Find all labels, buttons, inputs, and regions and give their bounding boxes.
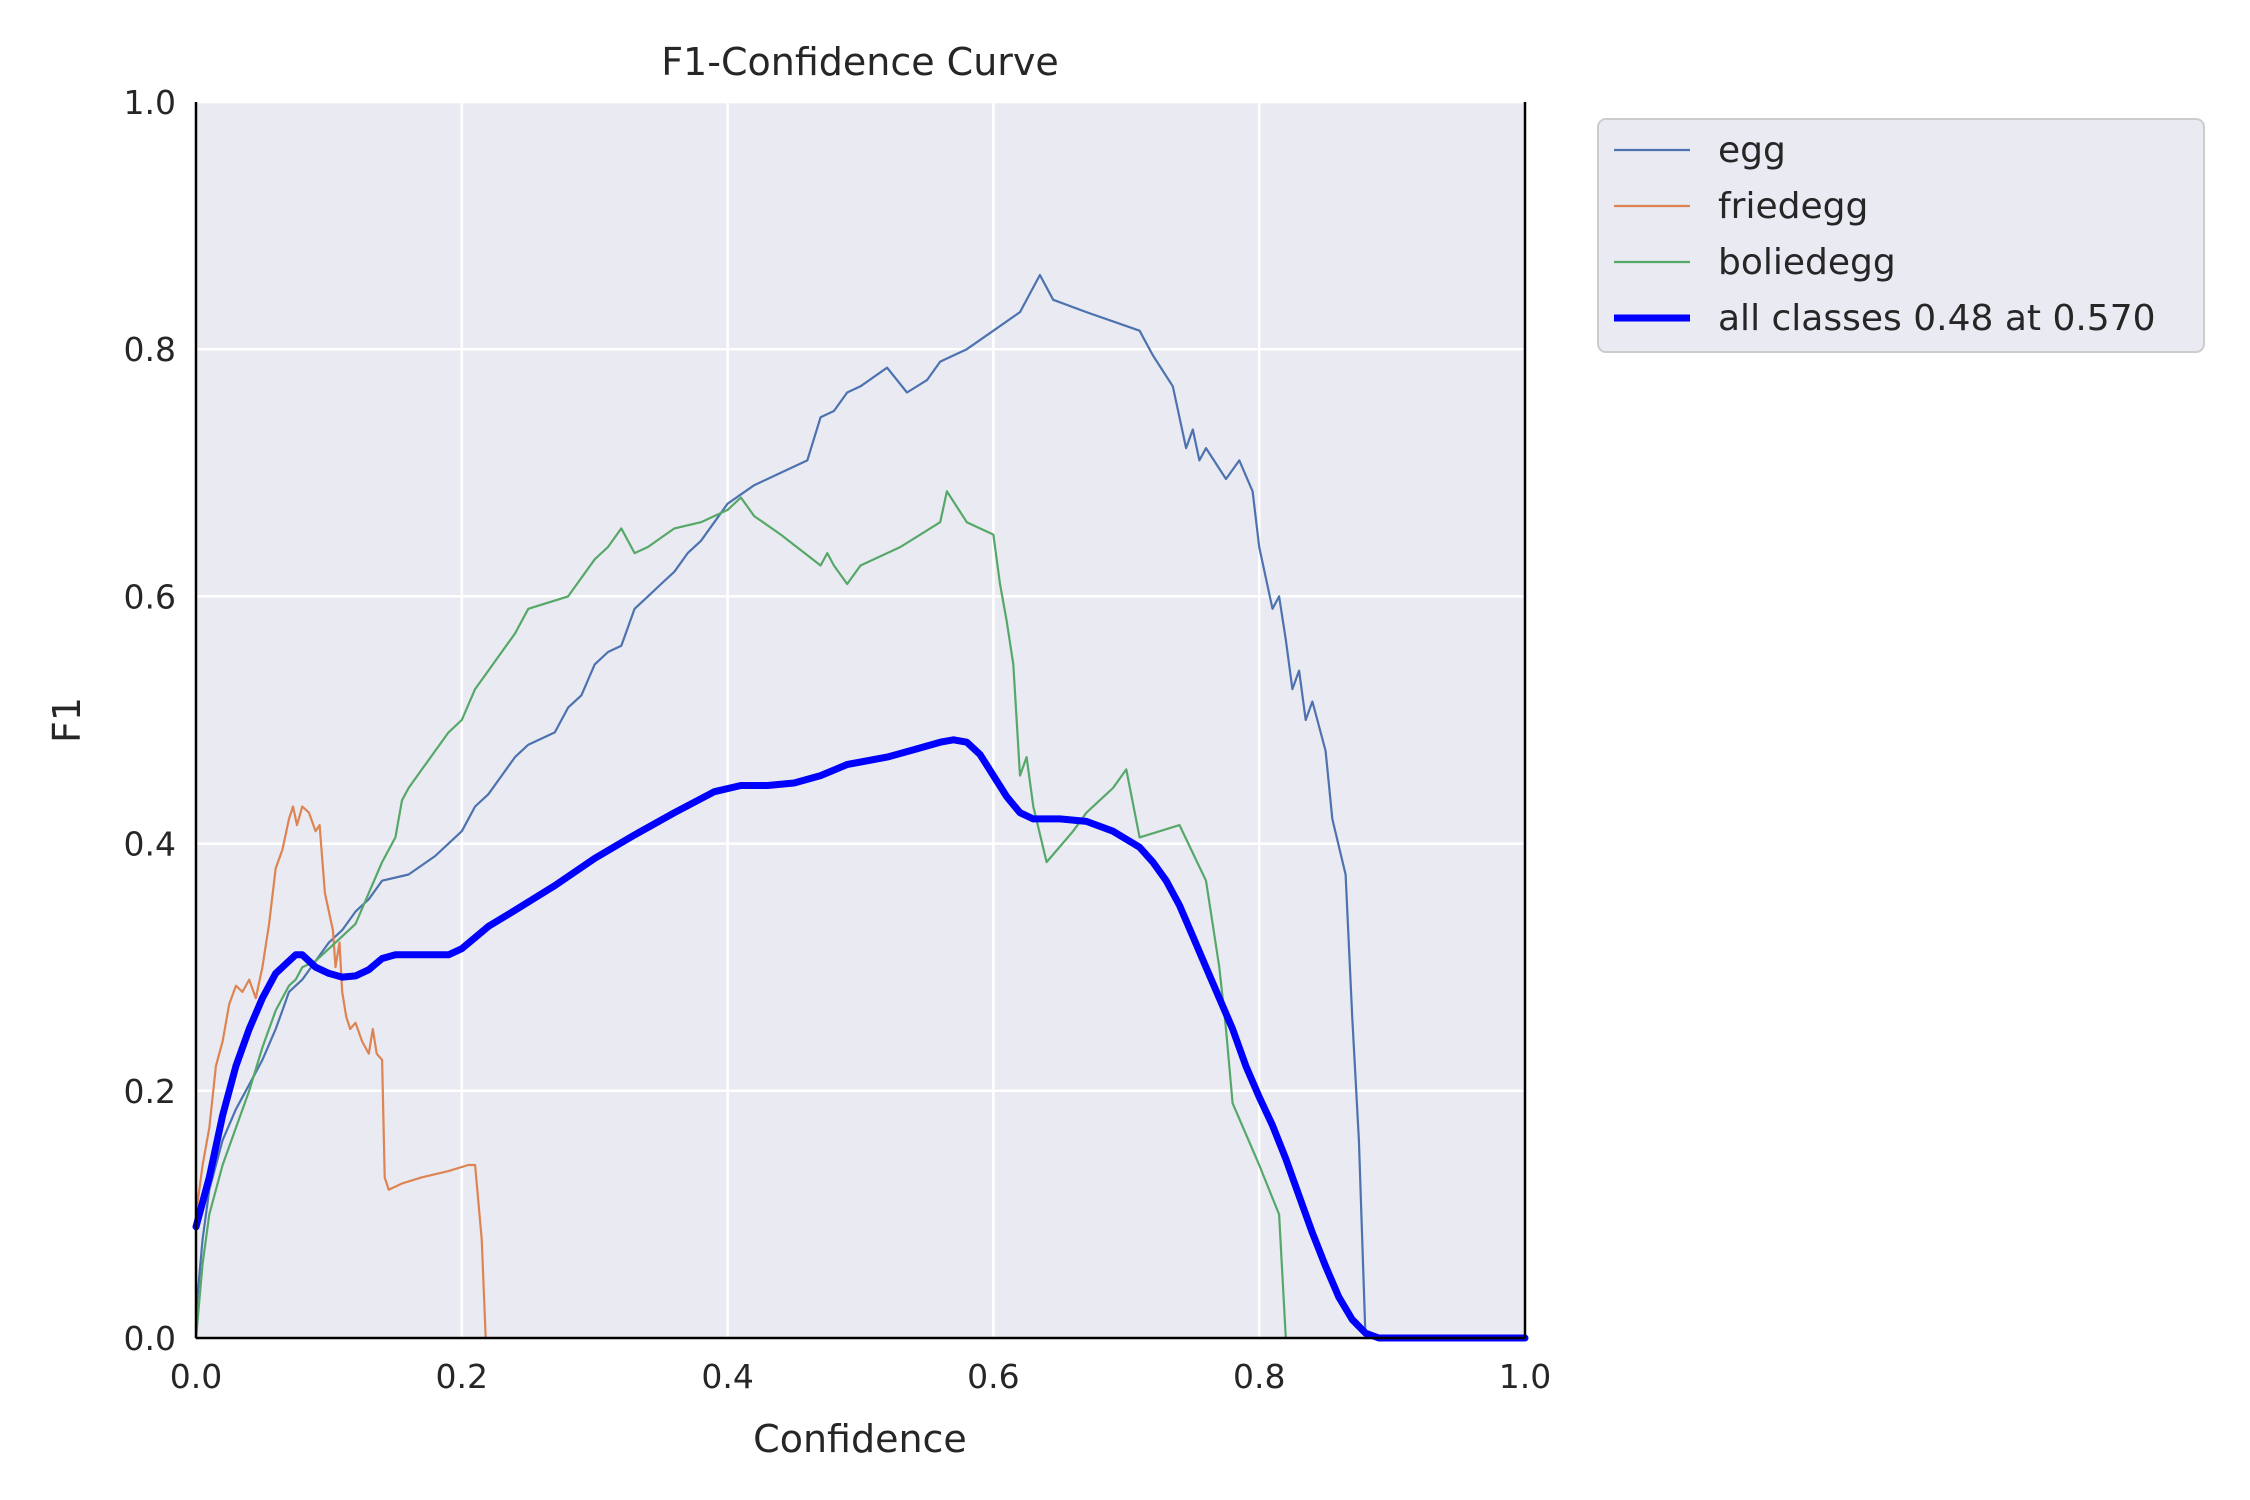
series-group	[192, 273, 1529, 1342]
legend-label-3: all classes 0.48 at 0.570	[1718, 298, 2156, 339]
x-tick-label-1: 0.2	[436, 1357, 488, 1396]
x-tick-label-3: 0.6	[967, 1357, 1019, 1396]
legend-box	[1597, 118, 2205, 353]
y-tick-label-5: 1.0	[124, 83, 176, 122]
legend-label-0: egg	[1718, 130, 1786, 171]
legend-label-1: friedegg	[1718, 186, 1868, 227]
series-line-1	[194, 805, 487, 1340]
series-line-3	[192, 736, 1529, 1342]
tick-labels: 0.0 0.2 0.4 0.6 0.8 1.0 0.0 0.2 0.4 0.6 0.8 1.0	[124, 83, 1552, 1396]
y-tick-label-4: 0.8	[124, 330, 176, 369]
plot-area	[196, 102, 1525, 1338]
x-tick-label-5: 1.0	[1499, 1357, 1551, 1396]
x-tick-label-2: 0.4	[701, 1357, 753, 1396]
legend: egg friedegg boliedegg all classes 0.48 at …	[1597, 118, 2205, 353]
x-tick-label-4: 0.8	[1233, 1357, 1285, 1396]
x-tick-label-0: 0.0	[170, 1357, 222, 1396]
chart-title: F1-Confidence Curve	[661, 40, 1059, 84]
series-line-0	[194, 273, 1527, 1340]
y-axis-label: F1	[45, 697, 89, 743]
x-axis-label: Confidence	[753, 1417, 967, 1461]
y-tick-label-2: 0.4	[124, 825, 176, 864]
axes-frame	[194, 102, 1527, 1340]
y-tick-label-3: 0.6	[124, 577, 176, 616]
legend-label-2: boliedegg	[1718, 242, 1896, 283]
y-tick-label-1: 0.2	[124, 1072, 176, 1111]
y-tick-label-0: 0.0	[124, 1319, 176, 1358]
series-line-2	[194, 490, 1287, 1340]
